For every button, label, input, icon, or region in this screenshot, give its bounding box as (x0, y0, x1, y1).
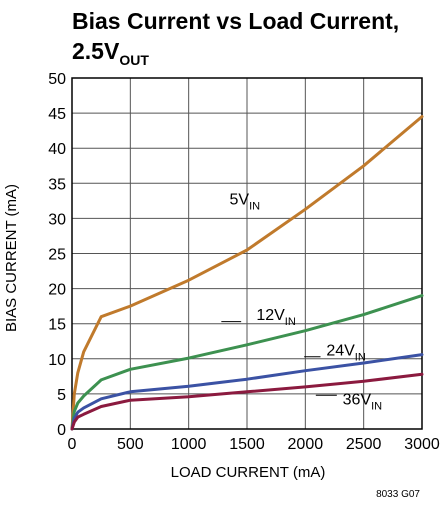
y-tick-label-8: 40 (48, 141, 66, 158)
x-tick-label-4: 2000 (288, 436, 324, 453)
x-tick-label-2: 1000 (171, 436, 207, 453)
x-tick-label-3: 1500 (229, 436, 265, 453)
y-tick-label-0: 0 (57, 422, 66, 439)
data-series (70, 115, 424, 431)
series-line-5v (70, 115, 424, 431)
y-tick-label-7: 35 (48, 176, 66, 193)
plot-grid (71, 77, 423, 430)
series-line-12v (70, 294, 424, 431)
figure-note: 8033 G07 (376, 489, 420, 500)
series-label-5v: 5VIN (230, 191, 261, 212)
chart-title-line2: 2.5VOUT (72, 38, 149, 68)
chart-title-line2-sub: OUT (119, 52, 149, 68)
axis-ticks: 0 500 1000 1500 2000 2500 3000 0 5 10 15 20 25 30 35 40… (48, 71, 440, 453)
y-tick-label-1: 5 (57, 387, 66, 404)
y-tick-label-10: 50 (48, 71, 66, 88)
y-tick-label-4: 20 (48, 282, 66, 299)
series-line-36v (70, 372, 424, 431)
series-label-24v: 24VIN (326, 342, 366, 363)
x-tick-label-0: 0 (68, 436, 77, 453)
x-tick-label-5: 2500 (346, 436, 382, 453)
y-tick-label-3: 15 (48, 317, 66, 334)
y-tick-label-5: 25 (48, 247, 66, 264)
y-tick-label-2: 10 (48, 352, 66, 369)
y-tick-label-6: 30 (48, 211, 66, 228)
chart-title: Bias Current vs Load Current, (72, 8, 399, 34)
series-label-12v: 12VIN (256, 307, 296, 328)
y-tick-label-9: 45 (48, 106, 66, 123)
x-tick-label-6: 3000 (404, 436, 440, 453)
x-axis-label: LOAD CURRENT (mA) (171, 464, 326, 481)
series-labels: 5VIN 12VIN 24VIN 36VIN (221, 191, 382, 412)
series-line-24v (70, 353, 424, 431)
y-axis-label: BIAS CURRENT (mA) (3, 184, 20, 332)
x-tick-label-1: 500 (117, 436, 144, 453)
series-label-36v: 36VIN (343, 391, 383, 412)
plot-frame (71, 77, 423, 430)
chart-title-line2-main: 2.5V (72, 38, 120, 64)
